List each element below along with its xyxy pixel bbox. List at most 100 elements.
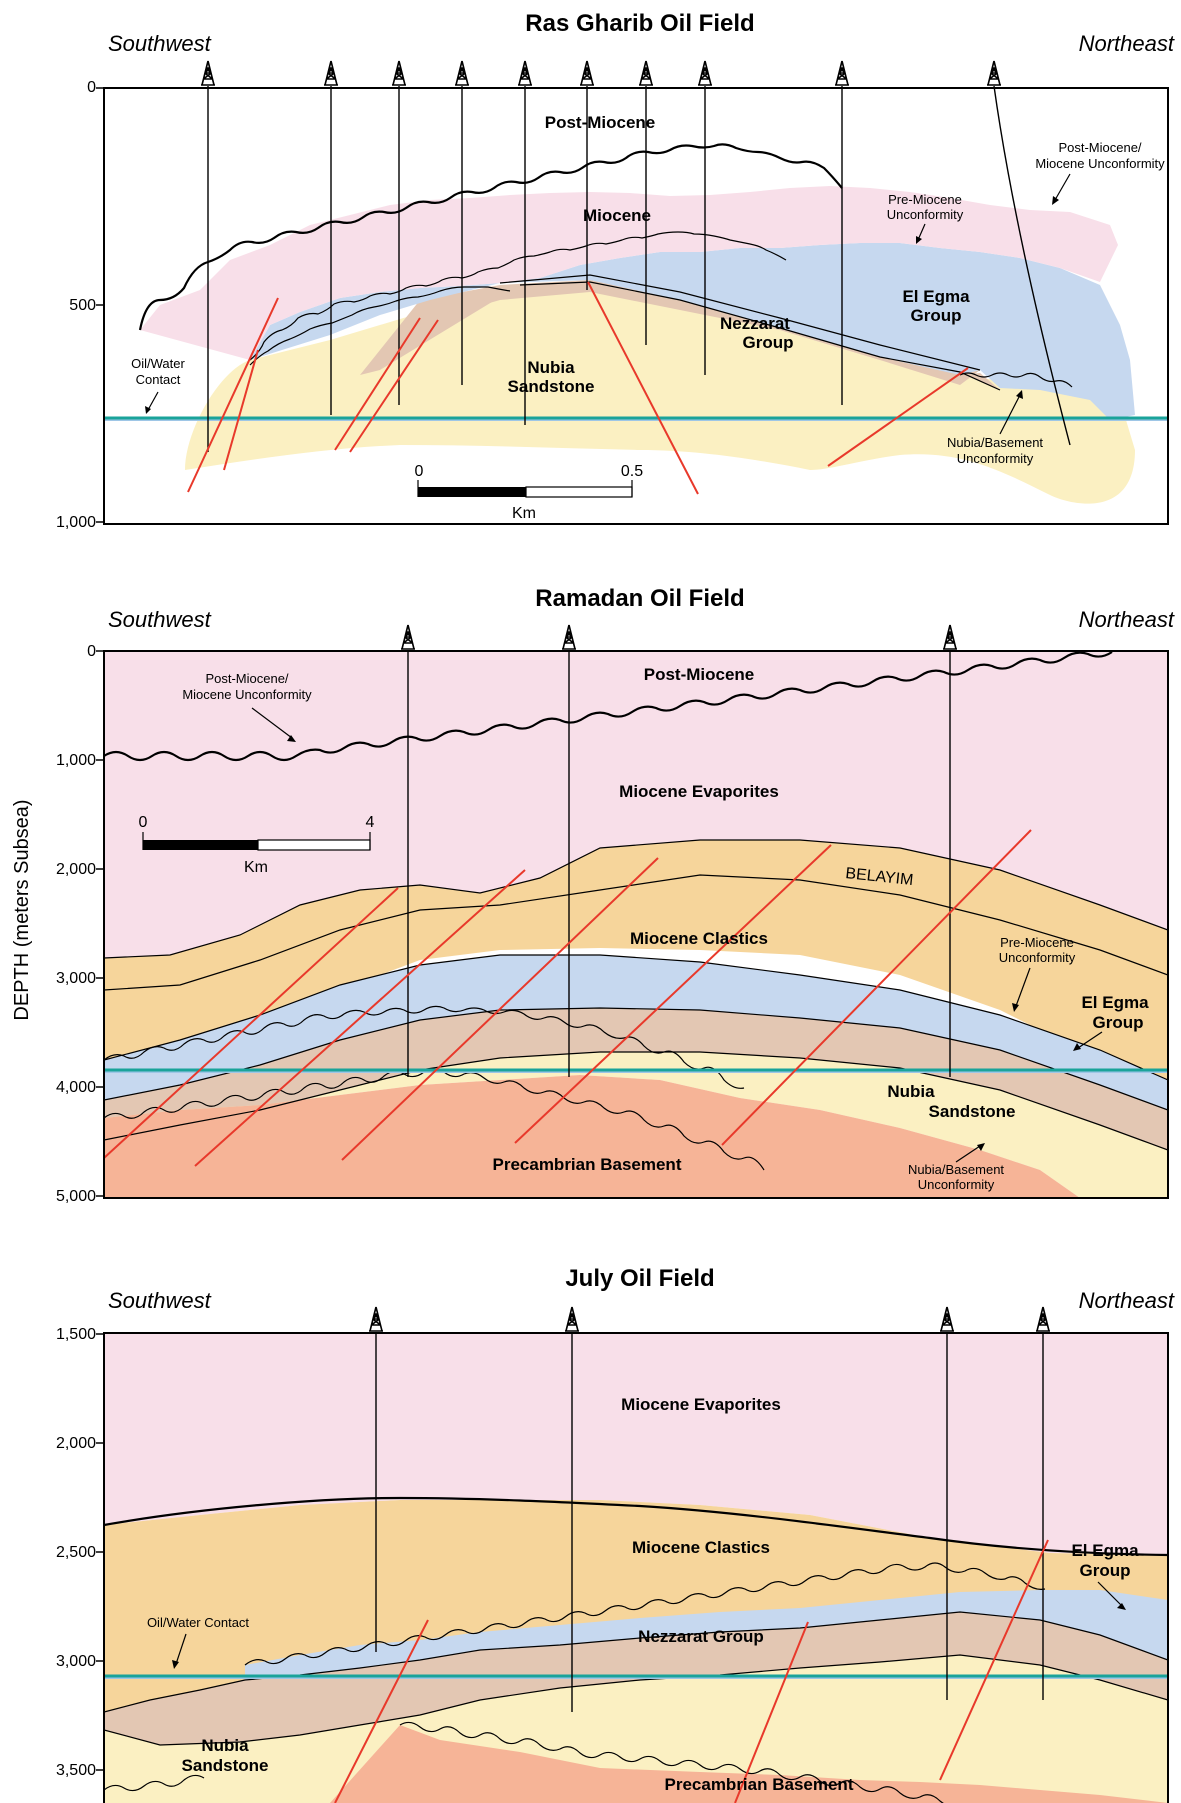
fault-line bbox=[349, 319, 439, 453]
panel-ras-gharib: Ras Gharib Oil Field Southwest Northeast bbox=[56, 10, 1175, 531]
note-pm-unconformity: Post-Miocene/ bbox=[205, 671, 288, 686]
bed-line bbox=[104, 1654, 1168, 1746]
depth-tick: 2,000 bbox=[56, 1435, 96, 1452]
depth-tick: 3,000 bbox=[56, 1653, 96, 1670]
leader-arrow bbox=[999, 394, 1021, 435]
scale-end: 4 bbox=[366, 814, 375, 831]
unit-label-el-egma-2: Group bbox=[1093, 1013, 1144, 1032]
note-owc: Oil/Water Contact bbox=[147, 1615, 249, 1630]
unit-label-el-egma: El Egma bbox=[1081, 993, 1149, 1012]
miocene-clastics-layer bbox=[104, 840, 1168, 1085]
scale-bar: 0 4 Km bbox=[139, 814, 375, 876]
nezzarat-base-line bbox=[519, 281, 1001, 391]
nezzarat-group-layer bbox=[104, 1008, 1168, 1150]
well-2 bbox=[564, 1306, 580, 1712]
derrick-icon bbox=[391, 60, 407, 86]
ramadan-strata bbox=[104, 651, 1168, 1198]
panel-title: July Oil Field bbox=[565, 1265, 714, 1292]
leader-arrow bbox=[1097, 1581, 1123, 1607]
unit-label-post-miocene: Post-Miocene bbox=[545, 113, 656, 132]
note-pm-unconformity-2: Miocene Unconformity bbox=[1035, 156, 1165, 171]
panel-frame bbox=[103, 87, 1169, 525]
derrick-icon bbox=[939, 1306, 955, 1332]
well-5 bbox=[517, 60, 533, 425]
well-4 bbox=[454, 60, 470, 385]
northeast-label: Northeast bbox=[1079, 607, 1175, 632]
precambrian-basement-layer bbox=[330, 1725, 1168, 1803]
note-pm-unconformity-2: Miocene Unconformity bbox=[182, 687, 312, 702]
bed-line bbox=[104, 874, 1168, 991]
unit-label-nubia-2: Sandstone bbox=[182, 1756, 269, 1775]
depth-tick: 500 bbox=[69, 297, 96, 314]
fault-line bbox=[103, 887, 399, 1159]
fault-line bbox=[194, 869, 526, 1167]
bed-line bbox=[104, 839, 1168, 959]
fault-line bbox=[721, 829, 1032, 1146]
well-1 bbox=[368, 1306, 384, 1652]
depth-tick: 2,500 bbox=[56, 1544, 96, 1561]
note-pre-miocene-2: Unconformity bbox=[887, 207, 964, 222]
ramadan-wells bbox=[400, 624, 958, 1077]
post-miocene-unconformity-line bbox=[138, 143, 843, 331]
leader-arrow bbox=[251, 707, 293, 739]
nubia-basement-unconformity-line bbox=[959, 372, 1073, 388]
derrick-icon bbox=[986, 60, 1002, 86]
note-owc: Oil/Water bbox=[131, 356, 185, 371]
unit-label-nubia: Nubia bbox=[201, 1736, 249, 1755]
derrick-icon bbox=[454, 60, 470, 86]
derrick-icon bbox=[200, 60, 216, 86]
unit-label-nubia-2: Sandstone bbox=[929, 1102, 1016, 1121]
derrick-icon bbox=[517, 60, 533, 86]
nezzarat-group-layer-main bbox=[380, 282, 1000, 390]
unit-label-clastics: Miocene Clastics bbox=[632, 1538, 770, 1557]
note-pre-miocene-2: Unconformity bbox=[999, 950, 1076, 965]
derrick-icon bbox=[564, 1306, 580, 1332]
scale-start: 0 bbox=[415, 463, 424, 480]
bed-line bbox=[104, 1774, 205, 1792]
nubia-sandstone-layer bbox=[104, 1052, 1168, 1198]
well-2 bbox=[561, 624, 577, 1077]
note-nubia-basement: Nubia/Basement bbox=[908, 1162, 1004, 1177]
unit-label-nubia-2: Sandstone bbox=[508, 377, 595, 396]
miocene-layer bbox=[140, 186, 1118, 360]
depth-tick: 1,000 bbox=[56, 514, 96, 531]
leader-arrow bbox=[1054, 173, 1071, 201]
unit-label-basement: Precambrian Basement bbox=[493, 1155, 682, 1174]
scale-bar: 0 0.5 Km bbox=[415, 463, 644, 522]
well-1 bbox=[400, 624, 416, 1077]
well-8 bbox=[697, 60, 713, 375]
fault-line bbox=[734, 1621, 809, 1803]
pre-miocene-unconformity-line bbox=[249, 231, 787, 361]
depth-tick: 1,500 bbox=[56, 1326, 96, 1343]
unit-label-nezzarat: Nezzarat Group bbox=[638, 1627, 764, 1646]
ramadan-faults bbox=[103, 829, 1032, 1167]
unit-label-nezzarat: Nezzarat bbox=[720, 314, 790, 333]
scale-start: 0 bbox=[139, 814, 148, 831]
fault-line bbox=[187, 297, 279, 493]
note-pm-unconformity: Post-Miocene/ bbox=[1058, 140, 1141, 155]
scale-end: 0.5 bbox=[621, 463, 643, 480]
arrow-icon bbox=[916, 236, 922, 244]
derrick-icon bbox=[579, 60, 595, 86]
post-miocene-unconformity-line bbox=[104, 651, 1113, 762]
fault-line bbox=[334, 317, 421, 451]
fault-line bbox=[334, 1619, 429, 1803]
note-pre-miocene: Pre-Miocene bbox=[1000, 935, 1074, 950]
southwest-label: Southwest bbox=[108, 31, 212, 56]
derrick-icon bbox=[368, 1306, 384, 1332]
evaporites-layer bbox=[104, 1333, 1168, 1555]
ras-gharib-strata bbox=[138, 143, 1135, 504]
leader-arrow bbox=[955, 1145, 981, 1163]
arrow-icon bbox=[145, 406, 151, 414]
scale-unit: Km bbox=[512, 505, 536, 522]
leader-arrow bbox=[175, 1633, 187, 1665]
pre-miocene-unconformity-line bbox=[104, 1005, 745, 1089]
precambrian-basement-layer bbox=[104, 1075, 1080, 1198]
well-1 bbox=[200, 60, 216, 452]
arrow-icon bbox=[1117, 1603, 1126, 1610]
el-egma-group-layer bbox=[104, 955, 1168, 1110]
northeast-label: Northeast bbox=[1079, 1288, 1175, 1313]
ras-gharib-faults bbox=[187, 281, 969, 495]
fault-line bbox=[341, 857, 659, 1161]
